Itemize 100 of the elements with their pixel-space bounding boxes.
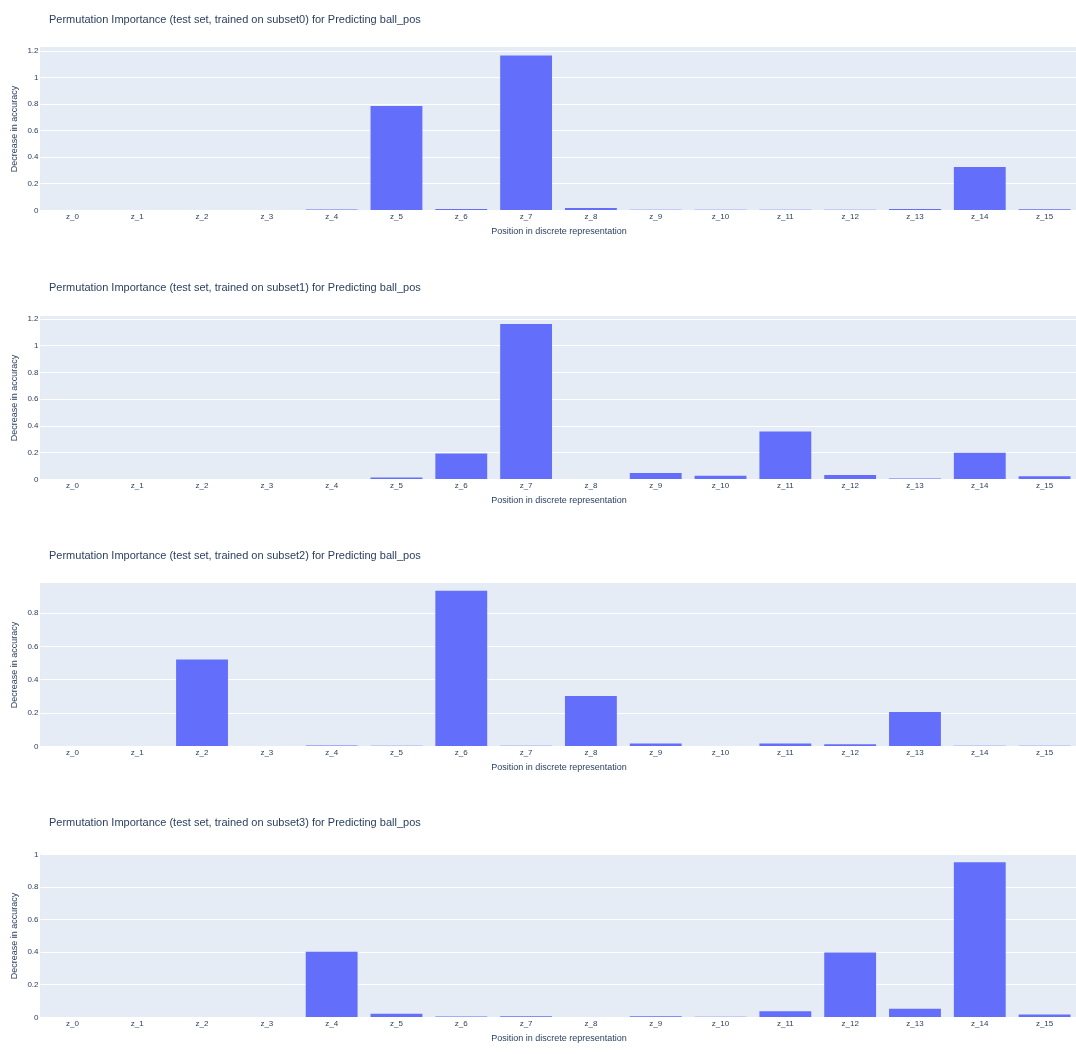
x-tick-label: z_15 [1035,747,1054,757]
bar [629,472,682,479]
x-axis-title: Position in discrete representation [491,225,627,236]
chart-title: Permutation Importance (test set, trained on subset1) for Predicting ball_pos [49,280,422,293]
x-tick-label: z_3 [260,211,274,221]
y-axis-title: Decrease in accuracy [9,354,20,442]
x-tick-label: z_7 [519,1018,534,1028]
x-tick-label: z_14 [971,480,989,490]
bar [824,474,877,479]
x-tick-label: z_11 [776,1018,795,1028]
y-tick-label: 1 [34,849,40,859]
x-tick-label: z_12 [841,1018,860,1028]
bar [435,453,488,479]
x-tick-label: z_6 [454,747,469,757]
y-tick-label: 0.8 [27,608,40,618]
x-tick-label: z_4 [325,1018,339,1028]
bar [500,55,553,210]
x-tick-label: z_13 [906,211,925,221]
x-tick-label: z_12 [841,747,860,757]
x-axis-title: Position in discrete representation [491,1032,627,1043]
x-tick-label: z_5 [390,211,404,221]
x-tick-label: z_2 [195,747,210,757]
bar [370,105,423,210]
y-tick-label: 0.6 [27,394,40,404]
y-tick-label: 0.4 [27,947,40,957]
x-tick-label: z_0 [65,1018,80,1028]
x-tick-label: z_8 [584,211,598,221]
x-tick-label: z_7 [519,211,534,221]
chart-title: Permutation Importance (test set, trained on subset0) for Predicting ball_pos [49,12,422,25]
x-tick-label: z_1 [130,1018,145,1028]
x-tick-label: z_2 [195,480,210,490]
x-tick-label: z_2 [195,1018,210,1028]
x-tick-label: z_6 [454,480,469,490]
x-tick-label: z_8 [584,480,598,490]
x-tick-label: z_0 [65,211,80,221]
bar [953,452,1006,479]
x-axis-title: Position in discrete representation [491,761,627,772]
x-tick-label: z_0 [65,747,80,757]
y-tick-label: 0.2 [27,447,40,457]
y-tick-label: 0.2 [27,979,40,989]
y-axis-title: Decrease in accuracy [9,85,20,173]
bar [305,951,358,1017]
x-tick-label: z_11 [776,211,795,221]
bar [500,324,553,479]
bar [889,1008,941,1017]
x-tick-label: z_4 [325,211,339,221]
bar [889,711,941,746]
x-tick-label: z_3 [260,480,274,490]
x-tick-label: z_10 [711,211,730,221]
y-tick-label: 0.4 [27,152,40,162]
chart-title: Permutation Importance (test set, trained on subset3) for Predicting ball_pos [49,816,422,828]
y-axis-title: Decrease in accuracy [9,621,20,709]
y-tick-label: 1.2 [27,46,40,56]
y-tick-label: 0.4 [27,674,40,684]
y-tick-label: 0 [34,1012,40,1022]
x-tick-label: z_13 [906,480,925,490]
y-tick-label: 1 [34,72,40,82]
x-tick-label: z_13 [906,747,925,757]
x-tick-label: z_7 [519,747,534,757]
x-tick-label: z_9 [649,211,663,221]
y-tick-label: 0.2 [27,708,40,718]
x-tick-label: z_15 [1035,480,1054,490]
x-tick-label: z_9 [649,480,663,490]
y-tick-label: 0 [34,474,40,484]
x-tick-label: z_12 [841,480,860,490]
y-tick-label: 0.6 [27,125,40,135]
x-tick-label: z_11 [776,480,795,490]
y-axis-title: Decrease in accuracy [9,892,20,980]
x-tick-label: z_0 [65,480,80,490]
y-tick-label: 0.8 [27,882,40,892]
bar [1018,476,1071,479]
y-tick-label: 0.6 [27,641,40,651]
x-tick-label: z_14 [971,747,989,757]
chart-title: Permutation Importance (test set, trained on subset2) for Predicting ball_pos [49,549,422,561]
y-tick-label: 1 [34,340,40,350]
x-tick-label: z_1 [130,480,145,490]
x-tick-label: z_2 [195,211,210,221]
x-tick-label: z_10 [711,1018,730,1028]
x-tick-label: z_3 [260,747,274,757]
x-tick-label: z_5 [390,1018,404,1028]
bar [953,166,1006,210]
y-tick-label: 0.6 [27,914,40,924]
x-tick-label: z_9 [649,747,663,757]
y-tick-label: 0 [34,205,40,215]
x-tick-label: z_5 [390,747,404,757]
x-tick-label: z_13 [906,1018,925,1028]
bar [435,590,488,746]
y-tick-label: 0.4 [27,421,40,431]
bar [370,1013,423,1017]
x-tick-label: z_1 [130,211,145,221]
y-tick-label: 0.8 [27,367,40,377]
x-tick-label: z_15 [1035,1018,1054,1028]
x-tick-label: z_10 [711,480,730,490]
x-tick-label: z_10 [711,747,730,757]
x-tick-label: z_5 [390,480,404,490]
bar [759,431,812,479]
y-tick-label: 1.2 [27,314,40,324]
y-tick-label: 0.2 [27,179,40,188]
x-tick-label: z_4 [325,747,339,757]
x-tick-label: z_14 [971,211,989,221]
